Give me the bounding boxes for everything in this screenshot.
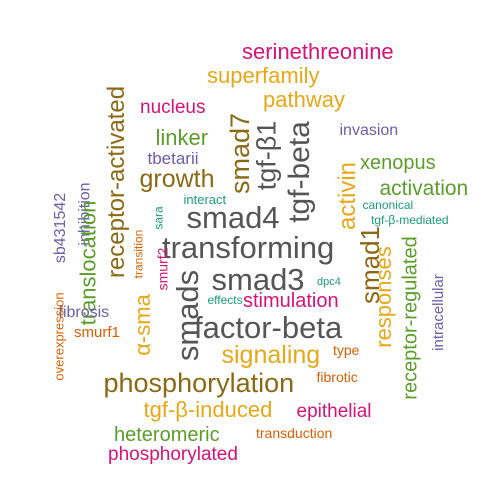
word-epithelial: epithelial <box>296 400 372 422</box>
word-factor-beta: factor-beta <box>194 309 343 345</box>
word-stimulation: stimulation <box>243 290 339 312</box>
word-nucleus: nucleus <box>140 96 206 118</box>
word-xenopus: xenopus <box>360 152 436 174</box>
word-receptor-regulated: receptor-regulated <box>399 236 422 400</box>
word-overexpression: overexpression <box>51 291 67 381</box>
word-responses: responses <box>370 246 396 348</box>
word-smad3: smad3 <box>211 261 305 297</box>
word-sma: α-sma <box>129 294 155 356</box>
word-serinethreonine: serinethreonine <box>242 39 394 64</box>
word-linker: linker <box>155 125 209 150</box>
word-pathway: pathway <box>263 87 345 112</box>
word-type: type <box>333 342 360 358</box>
word-sb431542: sb431542 <box>52 192 70 264</box>
word-heteromeric: heteromeric <box>114 424 220 446</box>
word-tgf-induced: tgf-β-induced <box>143 397 273 422</box>
word-tbetarii: tbetarii <box>147 148 199 168</box>
word-activin: activin <box>334 161 362 231</box>
word-transition: transition <box>130 229 145 279</box>
word-fibrotic: fibrotic <box>316 369 358 385</box>
word-superfamily: superfamily <box>207 63 320 88</box>
word-invasion: invasion <box>339 122 399 139</box>
word-transforming: transforming <box>162 229 335 265</box>
word-tgf-1: tgf-β1 <box>251 120 282 190</box>
word-smad7: smad7 <box>224 112 255 194</box>
word-transduction: transduction <box>256 425 333 441</box>
word-effects: effects <box>207 293 243 307</box>
word-sara: sara <box>151 206 166 230</box>
word-smurf1: smurf1 <box>74 323 120 341</box>
word-smurf2: smurf2 <box>153 247 170 291</box>
word-receptor-activated: receptor-activated <box>103 85 131 279</box>
word-signaling: signaling <box>221 340 321 369</box>
word-intracellular: intracellular <box>429 273 447 351</box>
word-smad4: smad4 <box>186 199 280 235</box>
word-phosphorylation: phosphorylation <box>103 367 295 398</box>
word-fibrosis: fibrosis <box>58 304 110 321</box>
word-growth: growth <box>139 164 215 193</box>
word-phosphorylated: phosphorylated <box>108 443 238 465</box>
word-interact: interact <box>183 191 227 207</box>
word-activation: activation <box>379 176 469 200</box>
word-tgf-beta: tgf-beta <box>282 121 316 223</box>
word-canonical: canonical <box>362 198 414 212</box>
word-tgf-mediated: tgf-β-mediated <box>371 213 449 227</box>
word-dpc4: dpc4 <box>317 275 341 288</box>
